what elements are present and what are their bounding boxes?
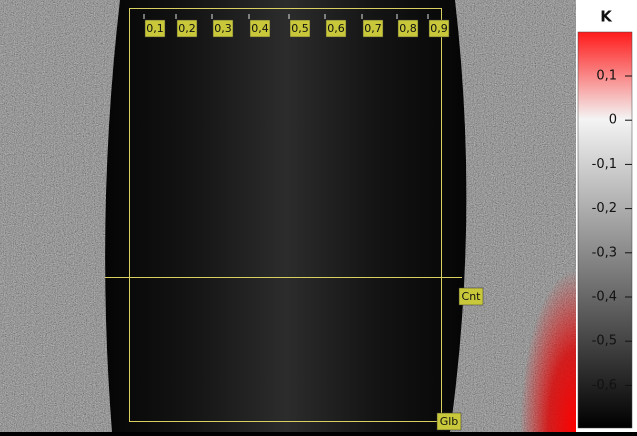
position-tag[interactable] bbox=[176, 19, 198, 38]
colorbar-tick-label: -0,3 bbox=[592, 245, 617, 260]
position-tag[interactable] bbox=[249, 19, 271, 38]
position-tag[interactable] bbox=[212, 19, 234, 38]
position-label: 0,4 bbox=[251, 22, 269, 35]
global-tag[interactable] bbox=[436, 412, 462, 431]
dark-region bbox=[105, 0, 467, 432]
position-label: 0,5 bbox=[291, 22, 309, 35]
position-label: 0,8 bbox=[399, 22, 417, 35]
position-label: 0,2 bbox=[178, 22, 196, 35]
position-tag[interactable] bbox=[428, 19, 450, 38]
colorbar-tick-label: -0,5 bbox=[592, 334, 617, 349]
position-label: 0,1 bbox=[146, 22, 164, 35]
colorbar-tick-label: 0 bbox=[609, 113, 617, 128]
position-tag[interactable] bbox=[289, 19, 311, 38]
roi-rectangle bbox=[129, 8, 442, 422]
position-label: 0,3 bbox=[214, 22, 232, 35]
center-label: Cnt bbox=[462, 290, 482, 303]
global-label: Glb bbox=[440, 415, 459, 428]
colorbar-tick-label: -0,2 bbox=[592, 201, 617, 216]
colorbar-tick-label: -0,1 bbox=[592, 157, 617, 172]
colorbar-tick-label: -0,6 bbox=[592, 378, 617, 393]
position-label: 0,7 bbox=[364, 22, 382, 35]
position-tag[interactable] bbox=[325, 19, 347, 38]
red-region bbox=[520, 270, 576, 432]
colorbar bbox=[577, 31, 633, 429]
position-label: 0,6 bbox=[327, 22, 345, 35]
center-tag[interactable] bbox=[458, 287, 484, 306]
position-label: 0,9 bbox=[430, 22, 448, 35]
colorbar-tick-label: 0,1 bbox=[596, 69, 617, 84]
position-tag[interactable] bbox=[397, 19, 419, 38]
position-tag[interactable] bbox=[362, 19, 384, 38]
position-tag[interactable] bbox=[144, 19, 166, 38]
colorbar-title: K bbox=[600, 8, 613, 26]
colorbar-tick-label: -0,4 bbox=[592, 290, 617, 305]
